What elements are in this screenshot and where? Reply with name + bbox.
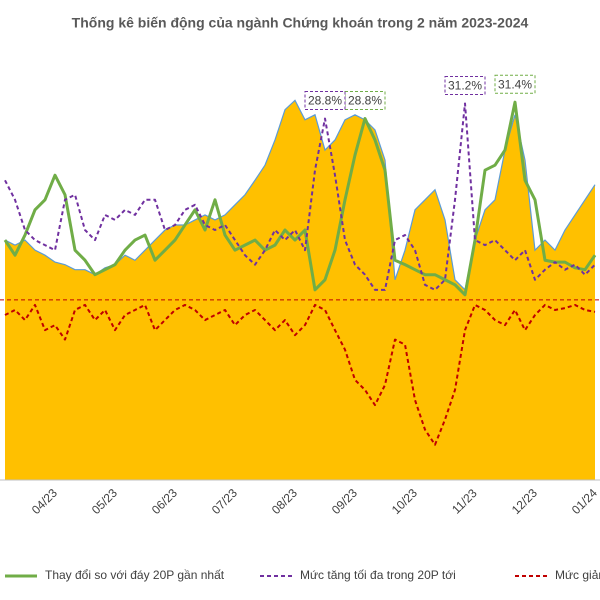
- legend-label: Mức giảm tối đa trong 20P tới: [555, 568, 600, 582]
- annotation-label: 28.8%: [348, 94, 382, 108]
- x-tick-label: 06/23: [149, 486, 180, 517]
- x-tick-label: 08/23: [269, 486, 300, 517]
- annotation-box: [444, 75, 486, 95]
- x-tick-label: 09/23: [329, 486, 360, 517]
- annotation-label: 31.2%: [448, 79, 482, 93]
- x-tick-label: 05/23: [89, 486, 120, 517]
- x-tick-label: 10/23: [389, 486, 420, 517]
- chart-title: Thống kê biến động của ngành Chứng khoán…: [72, 15, 529, 31]
- annotation-label: 28.8%: [308, 94, 342, 108]
- annotation-label: 31.4%: [498, 77, 532, 91]
- x-tick-label: 07/23: [209, 486, 240, 517]
- line: [4, 102, 596, 291]
- annotation-box: [494, 74, 536, 94]
- line: [4, 303, 596, 446]
- annotation-box: [304, 91, 346, 111]
- x-tick-label: 04/23: [29, 486, 60, 517]
- legend-label: Thay đổi so với đáy 20P gần nhất: [45, 568, 225, 582]
- x-tick-label: 12/23: [509, 486, 540, 517]
- area: [5, 100, 595, 480]
- x-tick-label: 01/24: [569, 486, 600, 517]
- x-tick-label: 11/23: [449, 486, 480, 517]
- legend-label: Mức tăng tối đa trong 20P tới: [300, 568, 456, 582]
- line: [3, 100, 597, 297]
